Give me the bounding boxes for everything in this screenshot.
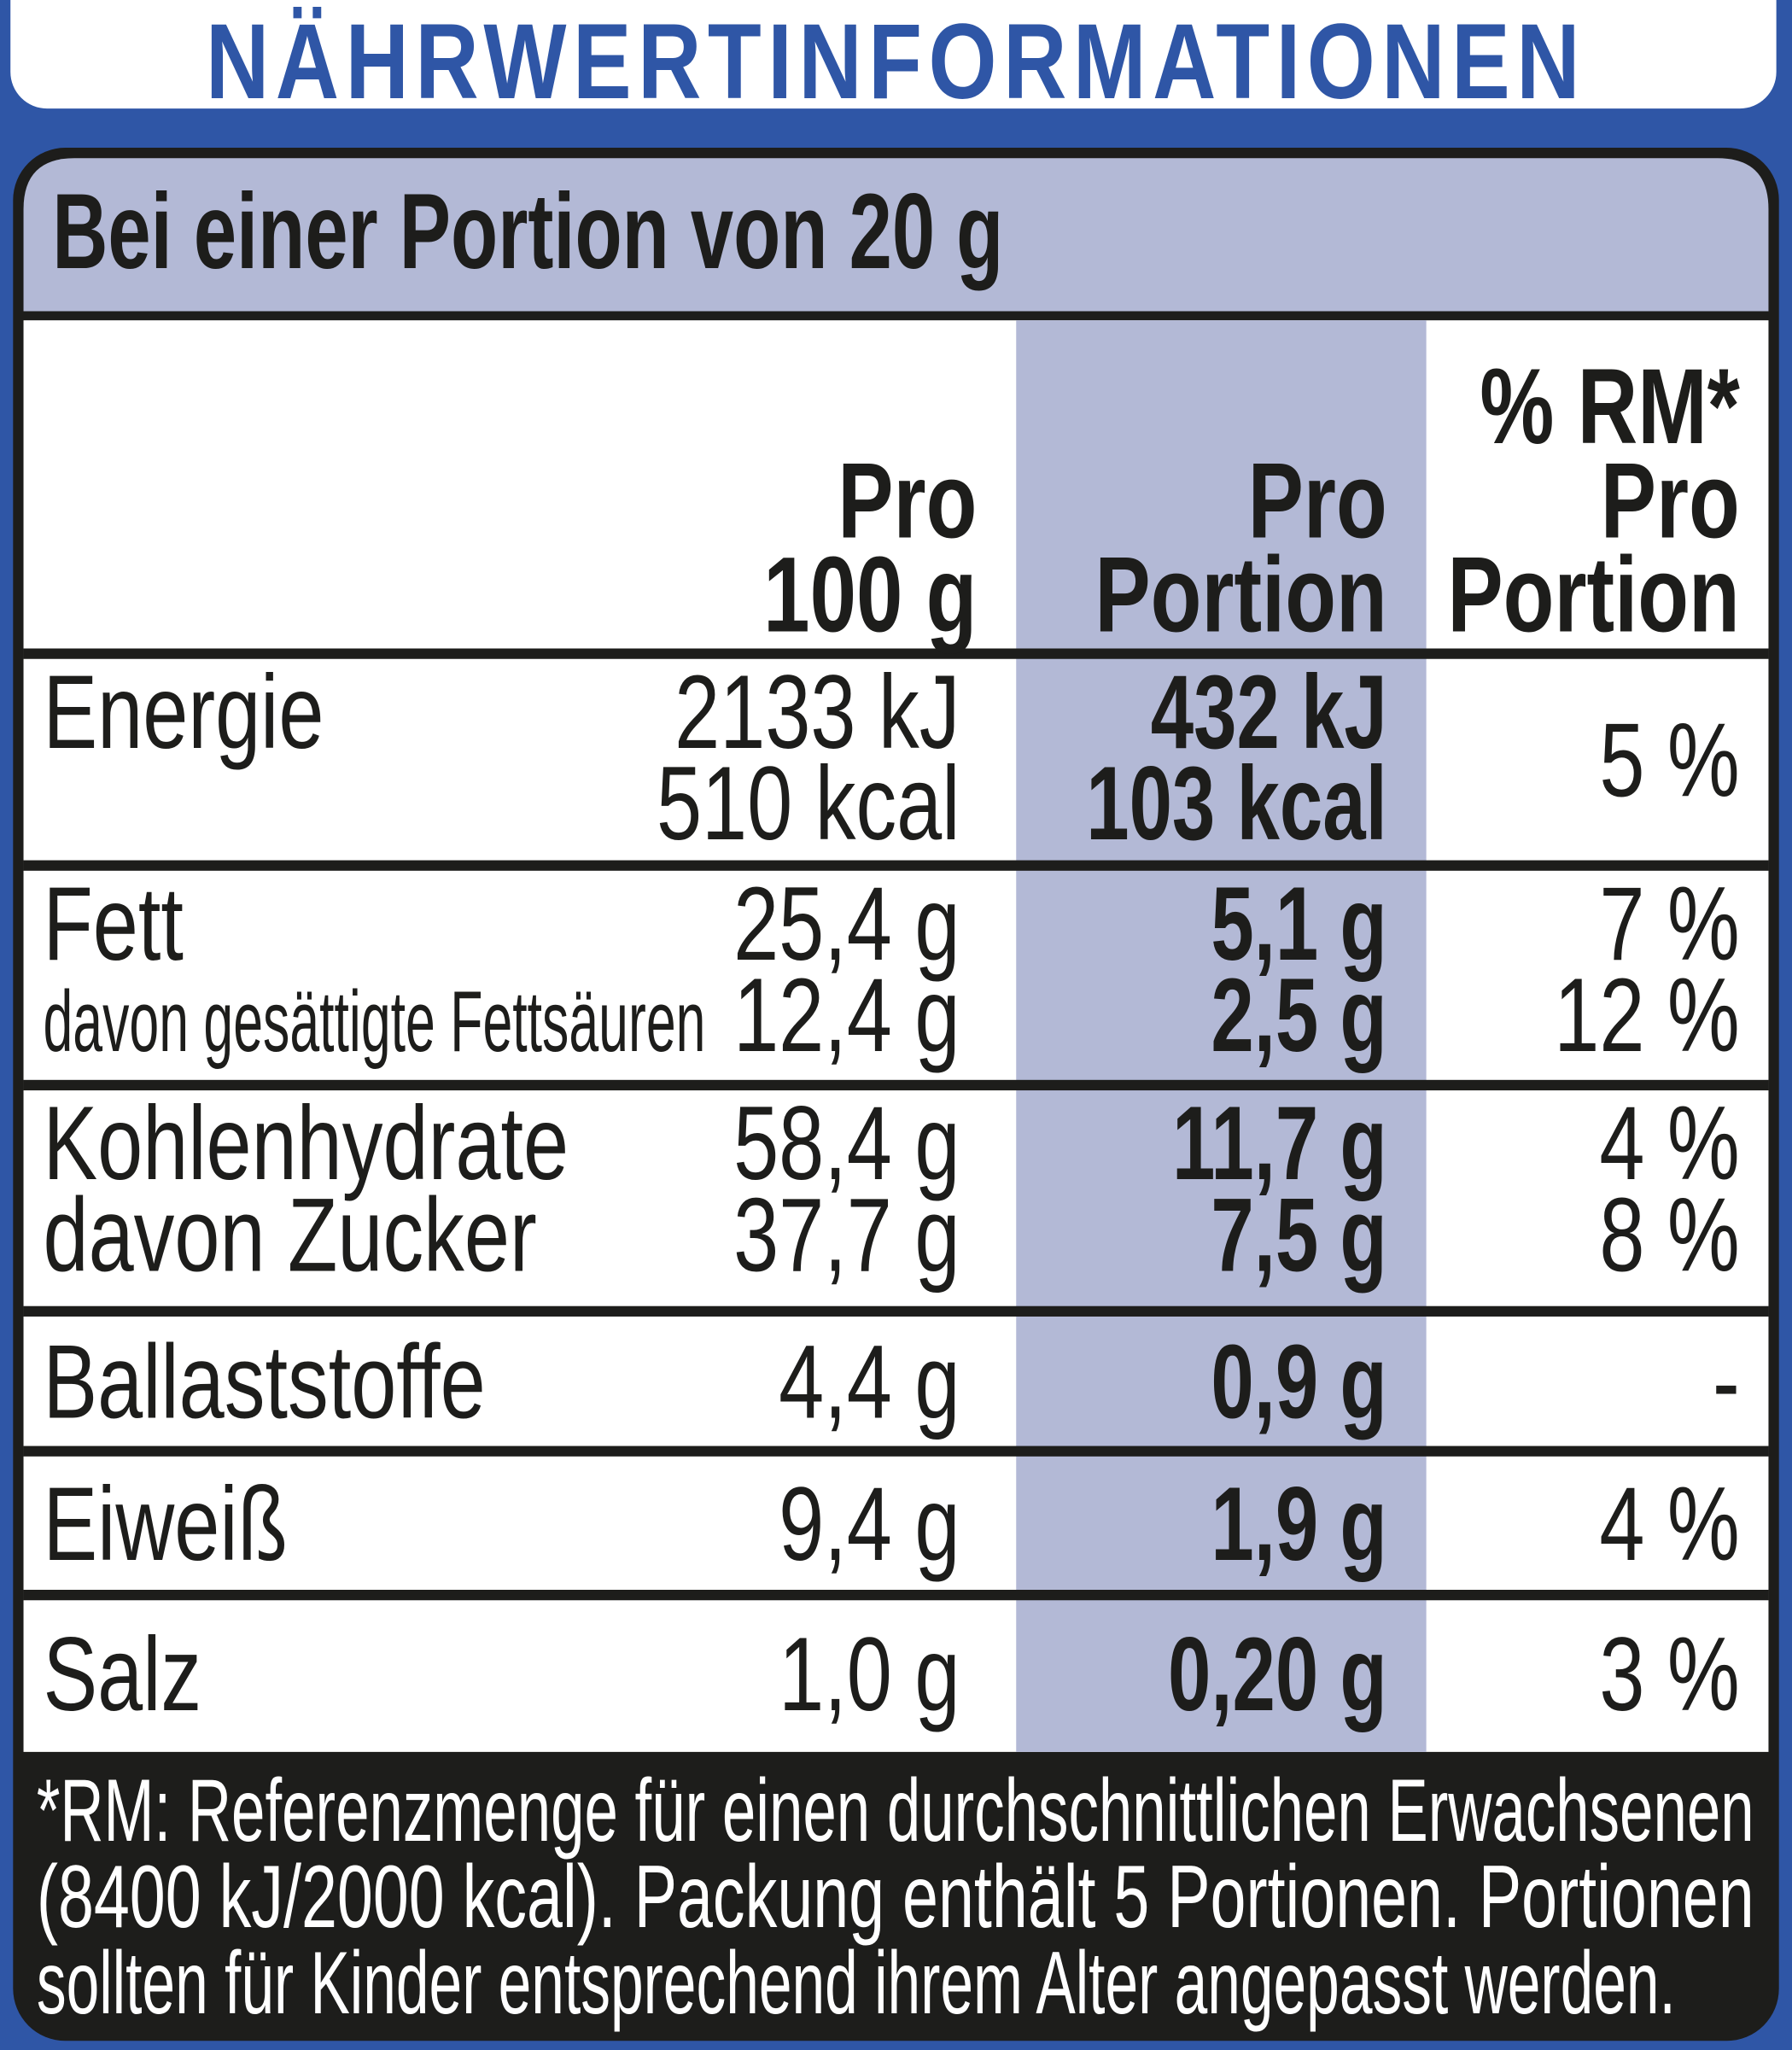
value-per-portion: 0,20 g [1168,1615,1387,1732]
value-rm: 5 % [1599,703,1739,819]
value-per-100g: 2133 kJ [674,655,960,771]
value-per-100g: 58,4 g [733,1086,960,1202]
column-header: 100 g [763,534,977,655]
row-rule [23,1079,1769,1091]
nutrient-label: Salz [43,1617,201,1733]
value-rm: 3 % [1599,1617,1739,1733]
value-per-100g: 510 kcal [657,746,960,862]
value-rm: 8 % [1599,1177,1739,1294]
column-header: Portion [1094,534,1386,655]
value-per-portion: 0,9 g [1211,1323,1386,1440]
value-per-100g: 12,4 g [733,958,960,1074]
footnote-line: (8400 kJ/2000 kcal). Packung enthält 5 P… [37,1848,1754,1947]
nutrient-label: davon Zucker [43,1177,536,1294]
value-per-portion: 5,1 g [1211,864,1386,982]
value-rm: 7 % [1599,867,1739,983]
value-rm: 4 % [1599,1086,1739,1202]
title: NÄHRWERTINFORMATIONEN [206,2,1586,121]
value-per-portion: 432 kJ [1151,652,1387,770]
row-rule [23,648,1769,659]
value-per-100g: 37,7 g [733,1177,960,1294]
portion-column [1016,320,1427,1752]
row-rule [23,1446,1769,1457]
nutrient-label: davon gesättigte Fettsäuren [43,973,705,1070]
row-rule [23,860,1769,871]
value-rm: 12 % [1554,958,1740,1074]
title-pill [10,0,1777,109]
row-rule [23,1590,1769,1601]
value-per-portion: 103 kcal [1086,745,1387,862]
value-per-portion: 2,5 g [1211,956,1386,1074]
portion-note: Bei einer Portion von 20 g [52,172,1003,291]
footnote-line: sollten für Kinder entsprechend ihrem Al… [37,1934,1676,2033]
table-body [23,320,1769,1752]
value-per-portion: 11,7 g [1172,1084,1387,1202]
nutrient-label: Ballaststoffe [43,1324,485,1440]
value-per-portion: 7,5 g [1211,1176,1386,1294]
footnote-line: *RM: Referenzmenge für einen durchschnit… [37,1761,1754,1860]
value-rm: 4 % [1599,1466,1739,1582]
value-per-100g: 1,0 g [779,1617,960,1733]
row-rule [23,1305,1769,1317]
value-per-100g: 4,4 g [779,1324,960,1440]
column-header: Portion [1447,534,1739,655]
column-header: Pro [838,441,977,561]
value-per-100g: 25,4 g [733,867,960,983]
column-header: Pro [1601,441,1740,561]
value-rm: - [1713,1324,1740,1440]
nutrient-label: Energie [43,655,324,771]
value-per-portion: 1,9 g [1211,1464,1386,1582]
nutrient-label: Eiweiß [43,1466,287,1582]
portion-band [23,158,1769,312]
nutrient-label: Fett [43,867,183,983]
value-per-100g: 9,4 g [779,1466,960,1582]
nutrient-label: Kohlenhydrate [43,1086,569,1202]
column-header: % RM* [1480,346,1740,466]
column-header: Pro [1248,441,1387,561]
